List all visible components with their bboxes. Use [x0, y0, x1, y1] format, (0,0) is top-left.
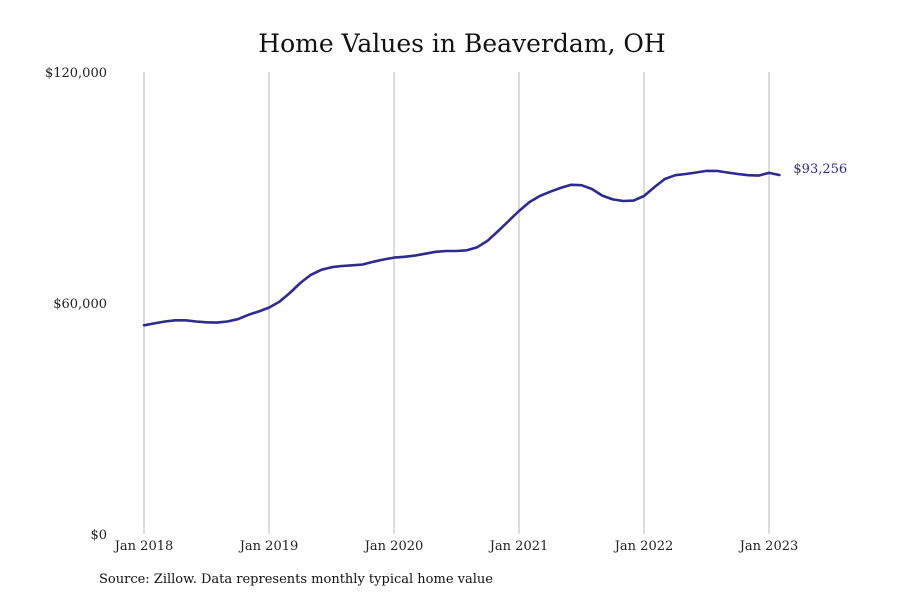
y-axis: $0 $60,000 $120,000: [45, 66, 107, 543]
x-tick-label: Jan 2021: [488, 539, 549, 554]
home-value-line: [142, 169, 781, 327]
x-tick-label: Jan 2020: [363, 539, 424, 554]
chart-title: Home Values in Beaverdam, OH: [258, 29, 665, 58]
last-value-label: $93,256: [793, 162, 847, 177]
y-tick-label: $120,000: [45, 66, 107, 81]
x-tick-label: Jan 2022: [613, 539, 674, 554]
x-tick-label: Jan 2018: [113, 539, 174, 554]
x-tick-label: Jan 2019: [238, 539, 299, 554]
source-note: Source: Zillow. Data represents monthly …: [99, 572, 493, 587]
y-tick-label: $0: [90, 528, 107, 543]
y-tick-label: $60,000: [53, 297, 107, 312]
gridlines: [143, 72, 770, 534]
x-tick-label: Jan 2023: [738, 539, 799, 554]
x-axis: Jan 2018 Jan 2019 Jan 2020 Jan 2021 Jan 2022…: [113, 539, 799, 554]
